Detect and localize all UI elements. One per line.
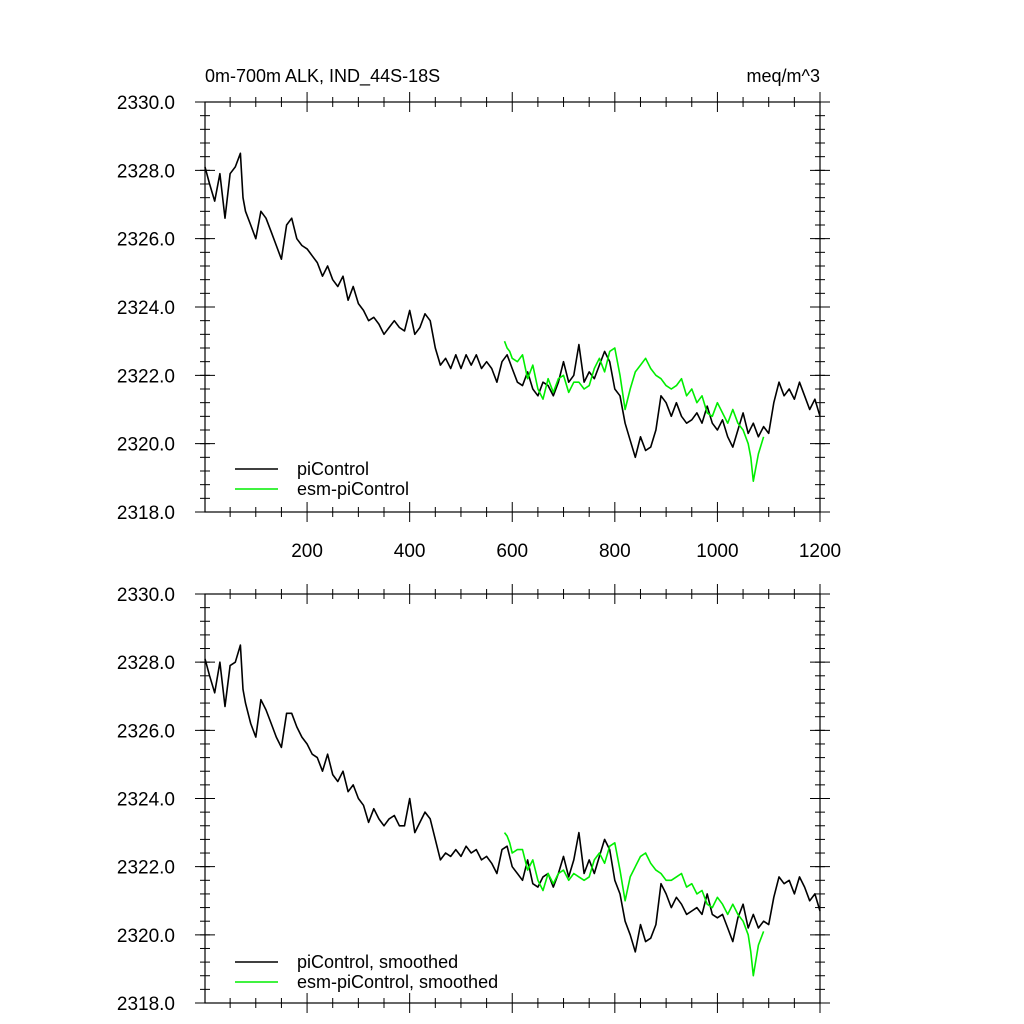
y-tick-label: 2320.0 xyxy=(117,926,175,947)
x-tick-label: 1200 xyxy=(799,541,841,562)
y-tick-label: 2318.0 xyxy=(117,994,175,1015)
y-tick-label: 2330.0 xyxy=(117,93,175,114)
y-tick-label: 2328.0 xyxy=(117,653,175,674)
top-panel: 2318.0 2320.0 2322.0 2324.0 2326.0 2328.0 2330… xyxy=(117,92,841,562)
x-tick-label: 800 xyxy=(599,541,631,562)
y-tick-label: 2322.0 xyxy=(117,858,175,879)
legend-label: piControl, smoothed xyxy=(297,952,458,972)
plot-frame xyxy=(204,593,821,1004)
y-tick-label: 2326.0 xyxy=(117,721,175,742)
legend-label: esm-piControl xyxy=(297,479,409,499)
x-tick-label: 400 xyxy=(394,541,426,562)
series-line-esm-picontrol xyxy=(503,832,765,977)
bottom-panel: 2318.0 2320.0 2322.0 2324.0 2326.0 2328.0 2330… xyxy=(117,584,830,1015)
plot-frame xyxy=(204,101,821,513)
y-tick-label: 2318.0 xyxy=(117,503,175,524)
series-line-esm-picontrol xyxy=(503,340,765,483)
y-tick-label: 2324.0 xyxy=(117,298,175,319)
y-tick-label: 2324.0 xyxy=(117,790,175,811)
series-line-picontrol xyxy=(204,644,821,953)
legend-label: piControl xyxy=(297,459,369,479)
units-label: meq/m^3 xyxy=(747,66,820,86)
x-tick-label: 600 xyxy=(496,541,528,562)
y-tick-label: 2320.0 xyxy=(117,435,175,456)
x-tick-label: 200 xyxy=(291,541,323,562)
y-tick-label: 2328.0 xyxy=(117,161,175,182)
x-tick-label: 1000 xyxy=(696,541,738,562)
legend-label: esm-piControl, smoothed xyxy=(297,972,498,992)
y-tick-label: 2322.0 xyxy=(117,366,175,387)
chart-title: 0m-700m ALK, IND_44S-18S xyxy=(205,66,440,87)
series-line-picontrol xyxy=(204,152,821,459)
y-tick-label: 2330.0 xyxy=(117,585,175,606)
y-tick-label: 2326.0 xyxy=(117,230,175,251)
